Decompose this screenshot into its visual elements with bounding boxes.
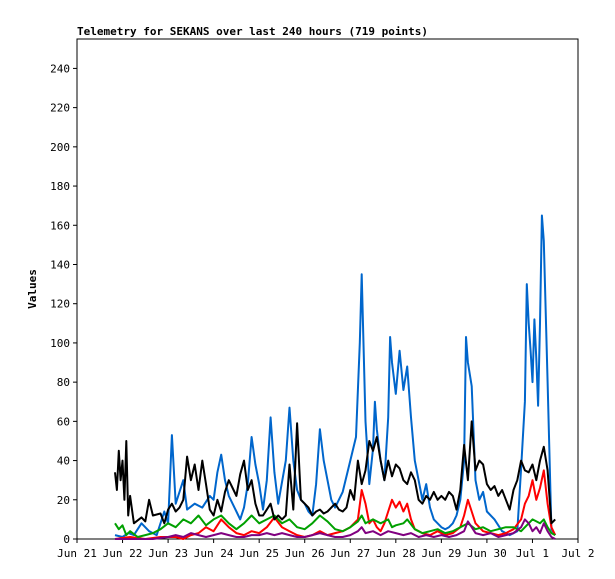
y-tick-label: 140 (50, 258, 70, 271)
y-tick-label: 240 (50, 62, 70, 75)
y-tick-label: 200 (50, 141, 70, 154)
y-tick-label: 120 (50, 298, 70, 311)
y-tick-label: 20 (57, 494, 70, 507)
y-tick-label: 160 (50, 219, 70, 232)
y-tick-label: 0 (63, 533, 70, 546)
plot-frame (76, 38, 579, 540)
y-tick-label: 100 (50, 337, 70, 350)
x-tick-label: Jun 29 (421, 547, 461, 560)
series-line-2 (114, 469, 557, 540)
x-tick-label: Jun 28 (376, 547, 416, 560)
x-tick-label: Jun 24 (194, 547, 234, 560)
y-axis: 0 20 40 60 80 100 120 140 160 180 200 220 240 (50, 62, 77, 546)
x-tick-label: Jun 27 (330, 547, 370, 560)
series-layer (114, 214, 557, 540)
y-tick-label: 80 (57, 376, 70, 389)
series-line-5 (114, 420, 556, 525)
x-tick-label: Jun 21 (57, 547, 97, 560)
x-tick-label: Jun 30 (467, 547, 507, 560)
y-tick-label: 40 (57, 455, 70, 468)
chart-title: Telemetry for SEKANS over last 240 hours… (77, 25, 428, 38)
y-tick-label: 180 (50, 180, 70, 193)
series-line-4 (115, 518, 556, 540)
y-tick-label: 60 (57, 415, 70, 428)
y-tick-label: 220 (50, 102, 70, 115)
x-tick-label: Jun 26 (285, 547, 325, 560)
x-tick-label: Jul 2 (561, 547, 594, 560)
x-axis: Jun 21 Jun 22 Jun 23 Jun 24 Jun 25 Jun 26 Jun … (57, 539, 595, 560)
x-tick-label: Jun 23 (148, 547, 188, 560)
series-line-3 (114, 514, 556, 538)
x-tick-label: Jul 1 (516, 547, 549, 560)
x-tick-label: Jun 22 (103, 547, 143, 560)
y-axis-label: Values (26, 269, 39, 309)
x-tick-label: Jun 25 (239, 547, 279, 560)
